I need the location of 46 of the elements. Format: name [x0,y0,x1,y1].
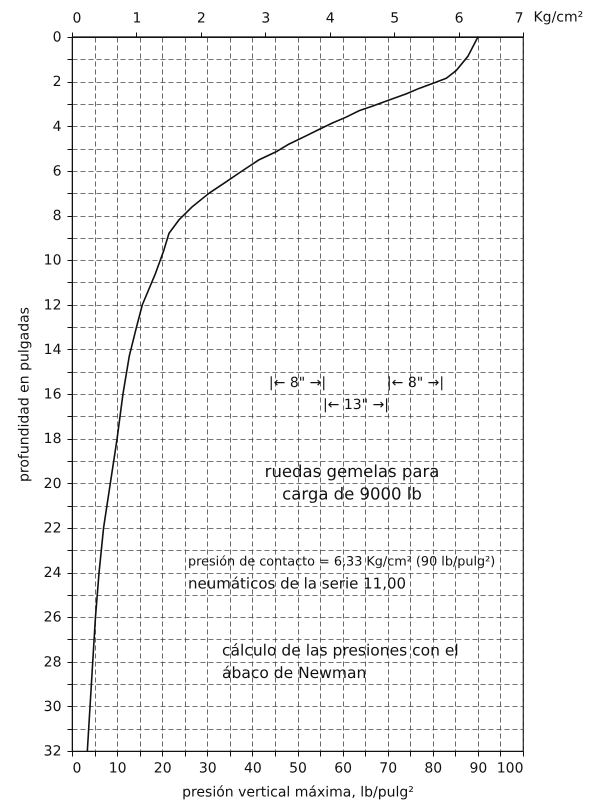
annotation: presión de contacto = 6,33 Kg/cm² (90 lb/pulg²) [188,554,496,570]
x2-tick-label: 7 [514,10,524,26]
y-tick-label: 16 [44,386,62,402]
annotation: |← 8" →| [386,374,444,391]
x-tick-label: 80 [424,760,442,776]
x2-tick-label: 2 [196,10,206,26]
y-tick-label: 20 [44,476,62,492]
x2-tick-label: 5 [390,10,400,26]
x-tick-label: 20 [154,760,172,776]
x-tick-label: 90 [469,760,488,776]
x2-axis-title: Kg/cm² [534,10,584,26]
y-tick-label: 24 [44,565,62,581]
x2-tick-label: 6 [454,10,464,26]
y-tick-label: 6 [52,163,62,180]
y-tick-label: 4 [52,118,62,135]
x-tick-label: 100 [496,760,524,776]
x-tick-label: 0 [72,760,82,776]
y-tick-label: 0 [52,30,62,46]
x2-tick-label: 0 [72,10,82,26]
annotation: ruedas gemelas para carga de 9000 lb [264,462,440,504]
x2-tick-label: 1 [132,10,142,26]
annotation: |← 8" →| [268,374,326,391]
annotation: neumáticos de la serie 11,00 [188,574,406,593]
y-tick-label: 18 [44,431,62,448]
y-tick-label: 26 [44,610,62,626]
y-tick-label: 8 [52,208,62,224]
annotation: cálculo de las presiones con el ábaco de Newman [222,642,459,682]
x-tick-label: 50 [289,760,307,776]
x-axis-title: presión vertical máxima, lb/pulg² [182,784,414,800]
y-tick-label: 10 [44,252,62,269]
y-axis-title: profundidad en pulgadas [16,307,33,482]
x-tick-label: 70 [379,760,398,776]
x-tick-label: 40 [244,760,262,776]
annotation: |← 13" →| [322,397,390,414]
y-tick-label: 22 [44,520,62,536]
x-tick-label: 60 [334,760,352,776]
y-tick-label: 32 [44,744,62,760]
y-tick-label: 14 [44,342,62,358]
x-tick-label: 10 [108,760,127,776]
x2-tick-label: 3 [261,10,270,26]
y-tick-label: 30 [44,698,62,715]
x-tick-label: 30 [198,760,217,776]
x2-tick-label: 4 [326,10,335,26]
y-tick-label: 2 [52,74,62,90]
y-tick-label: 12 [44,297,62,314]
y-tick-label: 28 [44,654,62,670]
